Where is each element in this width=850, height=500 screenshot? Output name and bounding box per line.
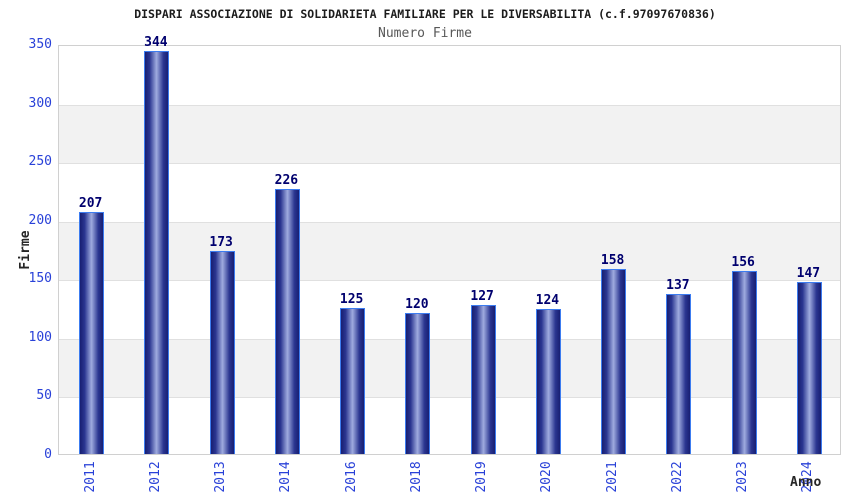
- chart-subtitle: Numero Firme: [378, 26, 472, 41]
- bar-value-label: 137: [666, 277, 690, 293]
- y-tick-label: 350: [28, 37, 52, 52]
- gridline: [59, 280, 840, 282]
- x-tick-label-2021: 2021: [604, 461, 620, 493]
- bar-value-label: 124: [535, 292, 560, 308]
- bar-2023: [731, 271, 757, 454]
- x-tick-label-2016: 2016: [343, 461, 359, 493]
- grid-band: [59, 338, 840, 398]
- y-tick-label: 100: [28, 329, 52, 345]
- y-tick-label: 250: [28, 154, 52, 170]
- x-tick-label-2011: 2011: [82, 461, 98, 493]
- bar-2012: [144, 51, 170, 454]
- x-tick-label-2013: 2013: [213, 461, 229, 493]
- x-tick-label-2022: 2022: [669, 461, 685, 493]
- bar-value-label: 344: [144, 35, 168, 51]
- y-tick-label: 0: [44, 447, 52, 462]
- plot-area: [58, 45, 841, 455]
- y-tick-label: 150: [28, 271, 52, 287]
- gridline: [59, 338, 840, 340]
- bar-2024: [796, 281, 822, 454]
- bar-value-label: 127: [470, 289, 494, 305]
- x-tick-label-2012: 2012: [147, 461, 163, 493]
- x-tick-label-2019: 2019: [474, 461, 490, 493]
- bar-2013: [209, 251, 235, 454]
- bar-2020: [535, 308, 561, 454]
- bar-value-label: 226: [274, 173, 299, 189]
- gridline: [59, 163, 840, 165]
- x-tick-label-2014: 2014: [278, 461, 294, 493]
- y-tick-label: 200: [28, 212, 52, 228]
- bar-value-label: 207: [78, 195, 103, 211]
- gridline: [59, 104, 840, 106]
- y-tick-label: 300: [28, 95, 52, 111]
- gridline: [59, 221, 840, 223]
- chart-title: DISPARI ASSOCIAZIONE DI SOLIDARIETA FAMI…: [134, 7, 716, 21]
- bar-2011: [79, 211, 105, 454]
- bar-2018: [405, 313, 431, 454]
- bar-2022: [666, 293, 692, 454]
- x-axis-title: Anno: [790, 475, 822, 490]
- bar-value-label: 156: [731, 255, 755, 271]
- bar-2019: [470, 305, 496, 454]
- bar-2016: [340, 307, 366, 454]
- grid-band: [59, 221, 840, 281]
- y-tick-label: 50: [36, 388, 52, 404]
- bar-value-label: 173: [209, 235, 233, 251]
- bar-2014: [274, 189, 300, 454]
- x-tick-label-2018: 2018: [408, 461, 424, 493]
- bar-value-label: 120: [405, 297, 429, 313]
- gridline: [59, 397, 840, 399]
- bar-2021: [601, 268, 627, 454]
- bar-value-label: 125: [339, 291, 364, 307]
- x-tick-label-2020: 2020: [539, 461, 555, 493]
- y-axis-title: Firme: [18, 230, 33, 270]
- x-tick-label-2023: 2023: [735, 461, 751, 493]
- grid-band: [59, 104, 840, 164]
- bar-value-label: 158: [600, 252, 625, 268]
- bar-value-label: 147: [796, 265, 821, 281]
